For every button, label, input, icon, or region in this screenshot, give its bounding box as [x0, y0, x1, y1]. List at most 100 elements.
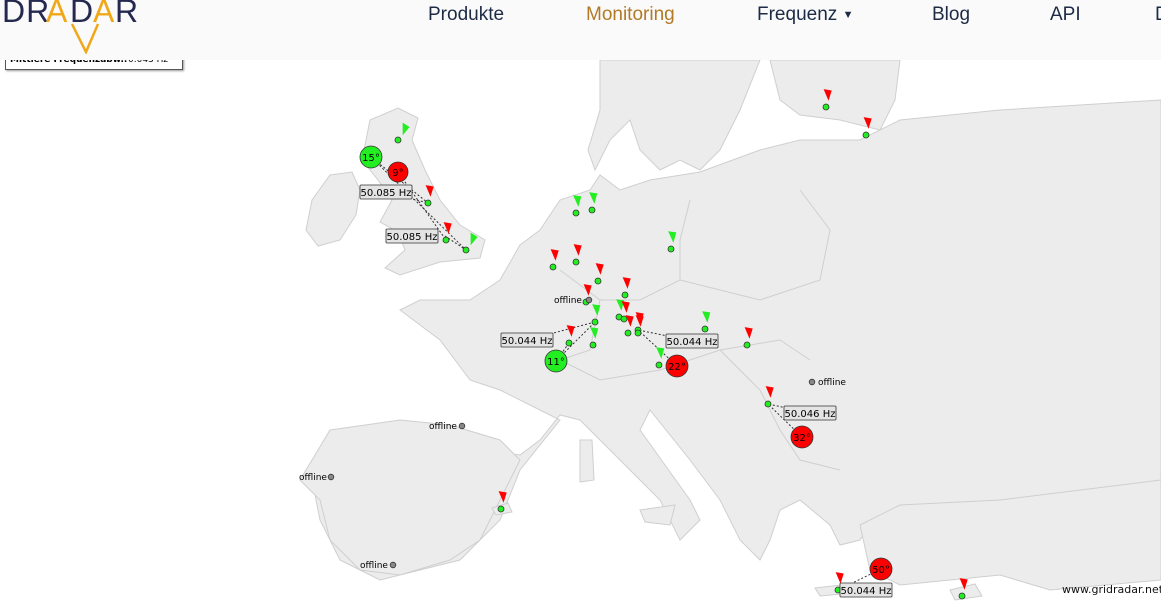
station-dot[interactable]	[862, 131, 870, 139]
credit-link[interactable]: www.gridradar.net	[1062, 583, 1161, 596]
offline-dot[interactable]	[389, 561, 397, 569]
arrow-green-icon	[402, 122, 410, 136]
frequency-label-box	[359, 184, 413, 200]
frequency-value: 50.044 Hz	[667, 337, 718, 348]
station-dot[interactable]	[958, 592, 966, 600]
frequency-label[interactable]: 50.085 Hz	[359, 184, 413, 200]
station-dot[interactable]	[424, 199, 432, 207]
frequency-label-box	[839, 582, 893, 598]
phase-angle-circle[interactable]	[869, 557, 893, 581]
frequency-label-box	[665, 333, 719, 349]
nav-more[interactable]: D	[1155, 4, 1161, 26]
arrow-red-icon	[550, 249, 559, 261]
phase-angle-value: 15°	[362, 153, 380, 164]
station-dot[interactable]	[667, 245, 675, 253]
frequency-label[interactable]: 50.044 Hz	[839, 582, 893, 598]
offline-dot[interactable]	[585, 296, 593, 304]
frequency-value: 50.044 Hz	[502, 336, 553, 347]
frequency-label[interactable]: 50.046 Hz	[783, 405, 837, 421]
phase-angle-circle[interactable]	[387, 161, 409, 183]
gridradar-logo[interactable]: DR A D A R	[0, 0, 150, 54]
arrow-red-icon	[744, 327, 753, 339]
info-value: 0.043 Hz	[128, 55, 169, 65]
arrow-green-icon	[702, 311, 711, 323]
nav-produkte[interactable]: Produkte	[428, 4, 505, 25]
arrow-green-icon	[656, 347, 665, 359]
arrow-green-icon	[573, 195, 582, 207]
phase-angle-circle[interactable]	[790, 425, 814, 449]
offline-label: offline	[818, 378, 846, 388]
offline-label: offline	[554, 296, 582, 306]
offline-label: offline	[299, 473, 327, 483]
frequency-label[interactable]: 50.085 Hz	[385, 228, 439, 244]
phase-angle-value: 9°	[392, 168, 403, 179]
connector-line	[397, 171, 447, 241]
station-dot[interactable]	[462, 246, 470, 254]
station-dot[interactable]	[589, 341, 597, 349]
arrow-red-icon	[443, 222, 452, 234]
phase-angle-circle[interactable]	[544, 349, 568, 373]
arrow-red-icon	[425, 185, 434, 197]
nav-monitoring[interactable]: Monitoring	[586, 4, 675, 25]
nav-api[interactable]: API	[1050, 4, 1081, 25]
station-dot[interactable]	[701, 325, 709, 333]
nav-frequenz[interactable]: Frequenz ▼	[757, 4, 853, 26]
station-dot[interactable]	[634, 329, 642, 337]
offline-dot[interactable]	[808, 378, 816, 386]
frequency-label-box	[500, 332, 554, 348]
arrow-green-icon	[589, 192, 598, 204]
arrow-red-icon	[835, 572, 844, 584]
caret-down-icon: ▼	[842, 8, 854, 21]
station-dot[interactable]	[572, 209, 580, 217]
arrow-green-icon	[668, 231, 677, 243]
arrow-red-icon	[595, 263, 604, 275]
station-dot[interactable]	[594, 277, 602, 285]
station-dot[interactable]	[565, 339, 573, 347]
station-dot[interactable]	[624, 329, 632, 337]
station-dot[interactable]	[442, 236, 450, 244]
phase-angle-circle[interactable]	[665, 354, 689, 378]
arrow-red-icon	[583, 284, 592, 296]
station-dot[interactable]	[591, 318, 599, 326]
station-dot[interactable]	[764, 400, 772, 408]
svg-text:R: R	[115, 0, 138, 29]
svg-text:A: A	[93, 0, 115, 29]
offline-label: offline	[429, 422, 457, 432]
arrow-red-icon	[625, 315, 634, 327]
station-dot[interactable]	[394, 136, 402, 144]
arrow-red-icon	[823, 89, 832, 101]
frequency-label[interactable]: 50.044 Hz	[665, 333, 719, 349]
phase-angle-circle[interactable]	[359, 145, 383, 169]
station-dot[interactable]	[588, 206, 596, 214]
arrow-red-icon	[622, 277, 631, 289]
frequency-label-box	[783, 405, 837, 421]
station-dot[interactable]	[743, 341, 751, 349]
nav-blog[interactable]: Blog	[932, 4, 971, 25]
svg-text:DR: DR	[2, 0, 50, 29]
station-dot[interactable]	[497, 505, 505, 513]
offline-dot[interactable]	[458, 422, 466, 430]
station-dot[interactable]	[655, 361, 663, 369]
phase-angle-value: 11°	[547, 357, 565, 368]
station-dot[interactable]	[572, 258, 580, 266]
station-dot[interactable]	[621, 291, 629, 299]
arrow-red-icon	[765, 386, 774, 398]
arrow-red-icon	[863, 117, 872, 129]
phase-angle-value: 50°	[872, 565, 890, 576]
station-dot[interactable]	[822, 103, 830, 111]
frequency-label-box	[385, 228, 439, 244]
offline-dot[interactable]	[327, 473, 335, 481]
svg-text:A: A	[46, 0, 68, 29]
arrow-green-icon	[470, 232, 478, 246]
station-dot[interactable]	[620, 315, 628, 323]
frequency-value: 50.044 Hz	[841, 586, 892, 597]
frequency-value: 50.046 Hz	[785, 409, 836, 420]
phase-angle-value: 32°	[793, 433, 811, 444]
frequency-value: 50.085 Hz	[387, 232, 438, 243]
frequency-label[interactable]: 50.044 Hz	[500, 332, 554, 348]
arrow-red-icon	[498, 491, 507, 503]
arrow-red-icon	[959, 578, 968, 590]
nav-frequenz-label: Frequenz	[757, 4, 838, 25]
station-dot[interactable]	[549, 263, 557, 271]
